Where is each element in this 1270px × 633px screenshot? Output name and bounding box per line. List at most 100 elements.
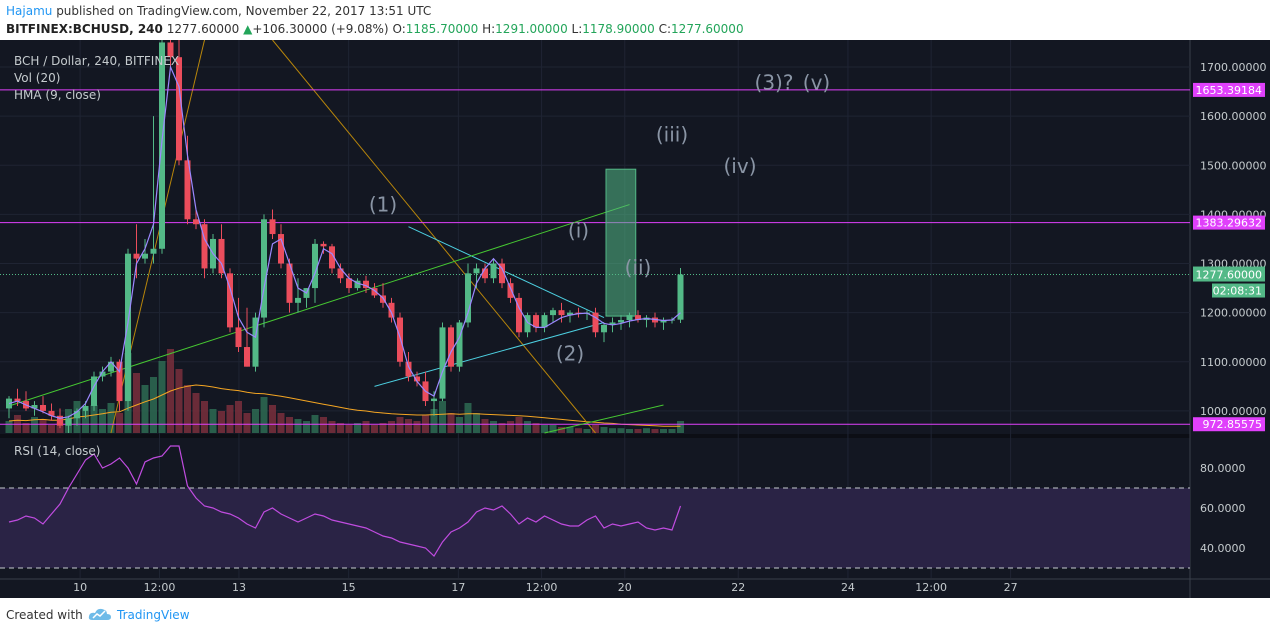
volume-bar [447, 413, 455, 433]
volume-bar [31, 417, 38, 433]
candle-body [40, 404, 46, 411]
ohlc-line: BITFINEX:BCHUSD, 240 1277.60000 ▲+106.30… [6, 22, 744, 36]
time-tick-label: 13 [232, 581, 246, 594]
candle-body [184, 160, 191, 220]
low-label: L: [571, 22, 583, 36]
author-link[interactable]: Hajamu [6, 4, 53, 18]
wave-label: (v) [803, 71, 830, 95]
projection-box [605, 168, 637, 317]
candle-body [286, 263, 293, 303]
time-tick-label: 17 [451, 581, 465, 594]
volume-bar [473, 413, 480, 433]
candle-body [125, 253, 131, 402]
volume-bar [532, 423, 540, 433]
open-value: 1185.70000 [405, 22, 479, 36]
volume-bar [413, 421, 421, 433]
volume-bar [379, 423, 387, 433]
volume-bar [133, 373, 140, 433]
rsi-line [8, 445, 682, 557]
volume-bar [22, 423, 30, 433]
candle-body [626, 315, 633, 321]
price-tick-label: 1500.00000 [1200, 159, 1266, 172]
volume-bar [609, 428, 616, 433]
drawings [0, 40, 1190, 434]
candle-body [388, 302, 395, 318]
volume-bar [39, 419, 47, 433]
volume-bar [184, 385, 191, 433]
wave-label: (1) [369, 192, 397, 216]
volume-bar [481, 419, 489, 433]
level-price-label: 1383.29632 [1196, 217, 1262, 230]
candle-body [150, 248, 157, 254]
volume-bar [439, 401, 446, 433]
candle-body [660, 320, 667, 323]
volume-bar [294, 419, 302, 433]
rsi-pane [0, 445, 1190, 569]
legend-rsi: RSI (14, close) [14, 444, 100, 458]
footer: Created with TradingView [0, 598, 1270, 633]
candle-body [558, 310, 565, 316]
candle-body [142, 253, 148, 259]
time-tick-label: 10 [73, 581, 87, 594]
candle-body [74, 410, 80, 419]
volume-bar [396, 417, 404, 433]
time-tick-label: 15 [342, 581, 356, 594]
volume-bar [116, 413, 123, 433]
close-label: C: [658, 22, 672, 36]
candle-body [99, 371, 106, 377]
candle-body [567, 312, 573, 316]
volume-bar [660, 429, 667, 433]
candle-body [533, 315, 539, 328]
price-tick-label: 1200.00000 [1200, 307, 1266, 320]
price-change: +106.30000 (+9.08%) [252, 22, 389, 36]
time-axis [0, 579, 1190, 598]
volume-bar [90, 405, 98, 433]
time-tick-label: 27 [1004, 581, 1018, 594]
candle-body [320, 243, 327, 247]
volume-bar [651, 429, 659, 433]
level-price-tag [1193, 417, 1265, 432]
rsi-tick-label: 40.0000 [1200, 542, 1246, 555]
rsi-tick-label: 60.0000 [1200, 502, 1246, 515]
candle-body [312, 243, 318, 289]
volume-bar [490, 421, 497, 433]
candle-body [176, 57, 182, 161]
volume-bar [524, 421, 531, 433]
volume-bar [592, 425, 599, 433]
volume-bar [303, 421, 310, 433]
close-value: 1277.60000 [671, 22, 744, 36]
trendline-rising-trendline [8, 204, 630, 407]
level-price-label: 972.85575 [1203, 418, 1263, 431]
volume-bar [277, 413, 285, 433]
countdown-label: 02:08:31 [1213, 285, 1262, 298]
level-price-tag [1193, 215, 1265, 230]
candle-body [371, 288, 378, 296]
candle-body [609, 322, 616, 325]
hma-line [8, 64, 681, 419]
price-tick-label: 1000.00000 [1200, 405, 1266, 418]
volume-bar [388, 421, 395, 433]
volume-bar [5, 421, 13, 433]
candle-body [363, 280, 369, 289]
candle-body [244, 347, 250, 367]
volume-bar [150, 377, 157, 433]
candle-body [541, 315, 548, 328]
legend-hma: HMA (9, close) [14, 88, 101, 102]
candle-body [354, 280, 361, 289]
time-tick-label: 24 [841, 581, 855, 594]
volume-bar [141, 385, 149, 433]
candle-body [82, 405, 89, 411]
volume-bar [201, 401, 208, 433]
price-chart[interactable]: 10 12:00 13 15 17 12:00 20 22 24 12:00 27 1700.000… [0, 40, 1270, 598]
candle-body [329, 246, 335, 269]
level-price-label: 1653.39184 [1196, 84, 1262, 97]
volume-bar [218, 411, 225, 433]
wave-label: (2) [556, 341, 584, 365]
volume-bar [252, 409, 259, 433]
legend-title: BCH / Dollar, 240, BITFINEX [14, 54, 179, 68]
tradingview-link[interactable]: TradingView [117, 608, 190, 622]
candle-body [252, 317, 259, 367]
time-tick-label: 20 [618, 581, 632, 594]
high-label: H: [482, 22, 496, 36]
high-value: 1291.00000 [495, 22, 568, 36]
